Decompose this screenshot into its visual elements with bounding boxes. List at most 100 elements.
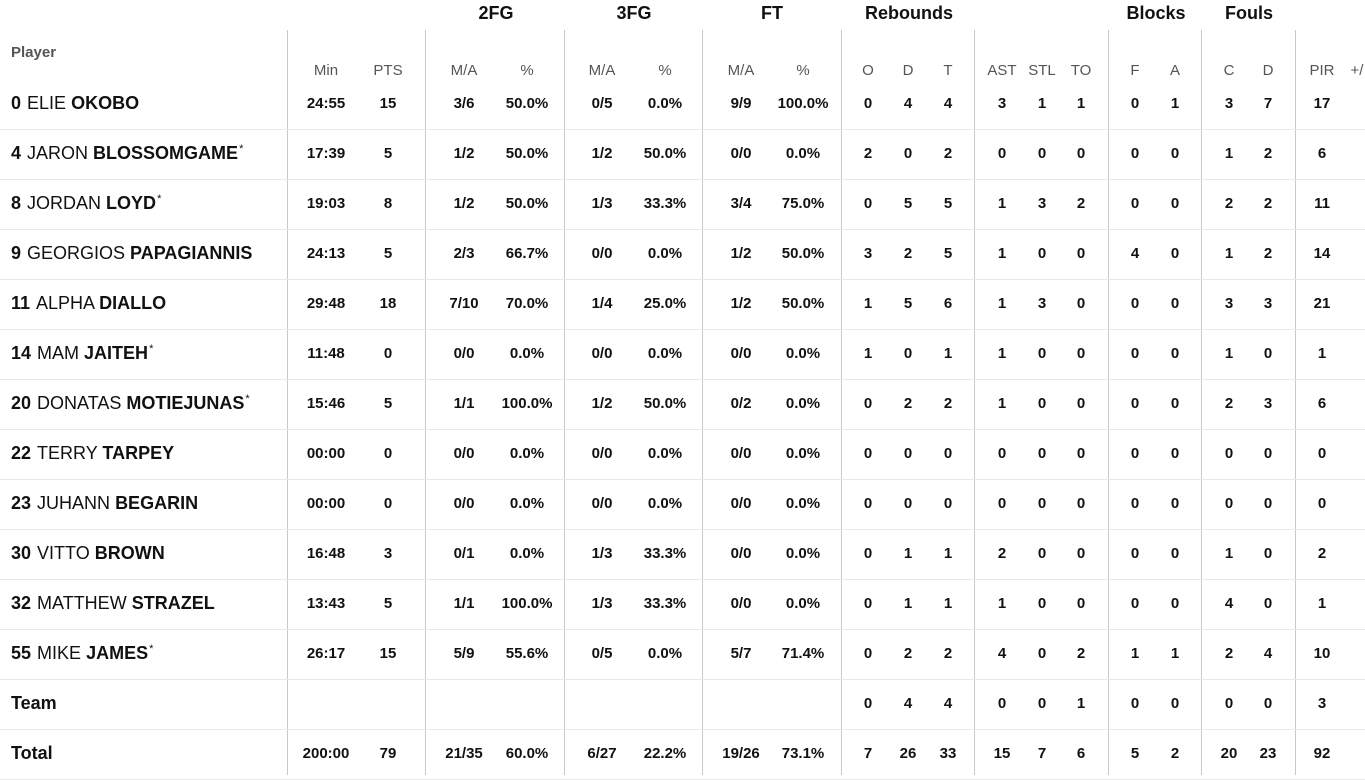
player-last-name: TARPEY: [102, 443, 175, 463]
player-row-stat: 1/1: [453, 595, 475, 612]
total-row-stat: 79: [379, 745, 397, 762]
player-row-stat: 0.0%: [509, 495, 545, 512]
player-row-stat: 1: [1224, 145, 1234, 162]
row-separator: [0, 679, 1365, 680]
player-row-stat: 0: [1170, 195, 1180, 212]
player-row-stat: 0: [1037, 145, 1047, 162]
player-row-stat: 2: [1263, 245, 1273, 262]
player-row-stat: 00:00: [306, 445, 346, 462]
player-row-stat: 0: [863, 395, 873, 412]
player-row-stat: 2: [1317, 545, 1327, 562]
player-row-stat: 1/2: [453, 145, 475, 162]
player-row-stat: 0: [997, 495, 1007, 512]
column-divider: [841, 30, 842, 775]
player-row-stat: 1: [997, 345, 1007, 362]
player-row-stat: 0: [1130, 595, 1140, 612]
player-row-stat: 25.0%: [643, 295, 687, 312]
player-row-stat: 9/9: [730, 95, 752, 112]
player-row-stat: 2: [1076, 195, 1086, 212]
player-row-stat: 3: [1224, 95, 1234, 112]
player-row-stat: 0: [1317, 495, 1327, 512]
player-row-stat: 1: [863, 295, 873, 312]
player-name[interactable]: 9 GEORGIOS PAPAGIANNIS: [11, 243, 252, 264]
player-row-stat: 0.0%: [647, 645, 683, 662]
player-row-stat: 3: [1263, 395, 1273, 412]
player-name[interactable]: 30 VITTO BROWN: [11, 543, 165, 564]
player-row-stat: 1: [903, 595, 913, 612]
player-first-name: JUHANN: [37, 493, 111, 513]
player-row-stat: 0: [1170, 395, 1180, 412]
player-row-stat: 0: [903, 495, 913, 512]
player-row-stat: 24:55: [306, 95, 346, 112]
column-divider: [974, 30, 975, 775]
row-separator: [0, 379, 1365, 380]
player-first-name: MAM: [37, 343, 80, 363]
player-row-stat: 6: [943, 295, 953, 312]
player-name[interactable]: 0 ELIE OKOBO: [11, 93, 139, 114]
player-name[interactable]: 8 JORDAN LOYD*: [11, 193, 161, 214]
player-name[interactable]: 23 JUHANN BEGARIN: [11, 493, 198, 514]
player-row-stat: 0.0%: [647, 445, 683, 462]
player-row-stat: 0: [1130, 495, 1140, 512]
player-row-stat: 0: [1224, 495, 1234, 512]
player-row-stat: 0/0: [453, 495, 475, 512]
player-name[interactable]: 4 JARON BLOSSOMGAME*: [11, 143, 243, 164]
column-header-pir: PIR: [1309, 62, 1335, 79]
total-row-stat: 2: [1170, 745, 1180, 762]
player-first-name: TERRY: [37, 443, 98, 463]
player-row-stat: 100.0%: [777, 95, 829, 112]
player-name[interactable]: 32 MATTHEW STRAZEL: [11, 593, 215, 614]
player-number: 55: [11, 643, 32, 663]
player-row-stat: 50.0%: [505, 195, 549, 212]
player-row-stat: 3/4: [730, 195, 752, 212]
player-row-stat: 0/0: [730, 445, 752, 462]
player-row-stat: 0.0%: [785, 145, 821, 162]
player-row-stat: 0: [1130, 345, 1140, 362]
player-row-stat: 1: [1170, 645, 1180, 662]
player-row-stat: 0: [1170, 295, 1180, 312]
player-row-stat: 0: [1263, 445, 1273, 462]
player-row-stat: 0: [1130, 145, 1140, 162]
player-name[interactable]: 55 MIKE JAMES*: [11, 643, 153, 664]
group-header-rebounds: Rebounds: [865, 3, 953, 23]
player-row-stat: 1/2: [591, 395, 613, 412]
column-header-m-a: M/A: [588, 62, 616, 79]
player-row-stat: 1: [997, 195, 1007, 212]
player-row-stat: 0.0%: [509, 345, 545, 362]
player-number: 8: [11, 193, 22, 213]
player-row-stat: 5/7: [730, 645, 752, 662]
player-name[interactable]: 22 TERRY TARPEY: [11, 443, 174, 464]
player-row-stat: 1: [1224, 545, 1234, 562]
player-first-name: JORDAN: [27, 193, 102, 213]
player-name[interactable]: 20 DONATAS MOTIEJUNAS*: [11, 393, 250, 414]
player-row-stat: 0: [943, 495, 953, 512]
column-divider: [564, 30, 565, 775]
column-divider: [425, 30, 426, 775]
player-number: 11: [11, 293, 31, 313]
column-header-d: D: [902, 62, 914, 79]
player-row-stat: 2: [943, 145, 953, 162]
player-row-stat: 4: [1130, 245, 1140, 262]
player-name[interactable]: 14 MAM JAITEH*: [11, 343, 153, 364]
player-row-stat: 0: [943, 445, 953, 462]
player-row-stat: 21: [1313, 295, 1331, 312]
total-row-stat: 92: [1313, 745, 1331, 762]
total-row-stat: 20: [1220, 745, 1238, 762]
player-row-stat: 7: [1263, 95, 1273, 112]
player-last-name: JAMES: [86, 643, 149, 663]
player-row-stat: 3: [383, 545, 393, 562]
player-name[interactable]: 11 ALPHA DIALLO: [11, 293, 166, 314]
player-row-stat: 16:48: [306, 545, 346, 562]
column-header-min: Min: [313, 62, 339, 79]
player-row-stat: 2: [1224, 395, 1234, 412]
player-row-stat: 0/0: [730, 545, 752, 562]
player-row-stat: 0: [1076, 245, 1086, 262]
player-row-stat: 33.3%: [643, 545, 687, 562]
player-row-stat: 1: [1170, 95, 1180, 112]
player-row-stat: 71.4%: [781, 645, 825, 662]
column-header-to: TO: [1070, 62, 1092, 79]
total-row-stat: 26: [899, 745, 917, 762]
total-row-stat: 15: [993, 745, 1011, 762]
player-row-stat: 50.0%: [505, 145, 549, 162]
team-row-stat: 4: [903, 695, 913, 712]
